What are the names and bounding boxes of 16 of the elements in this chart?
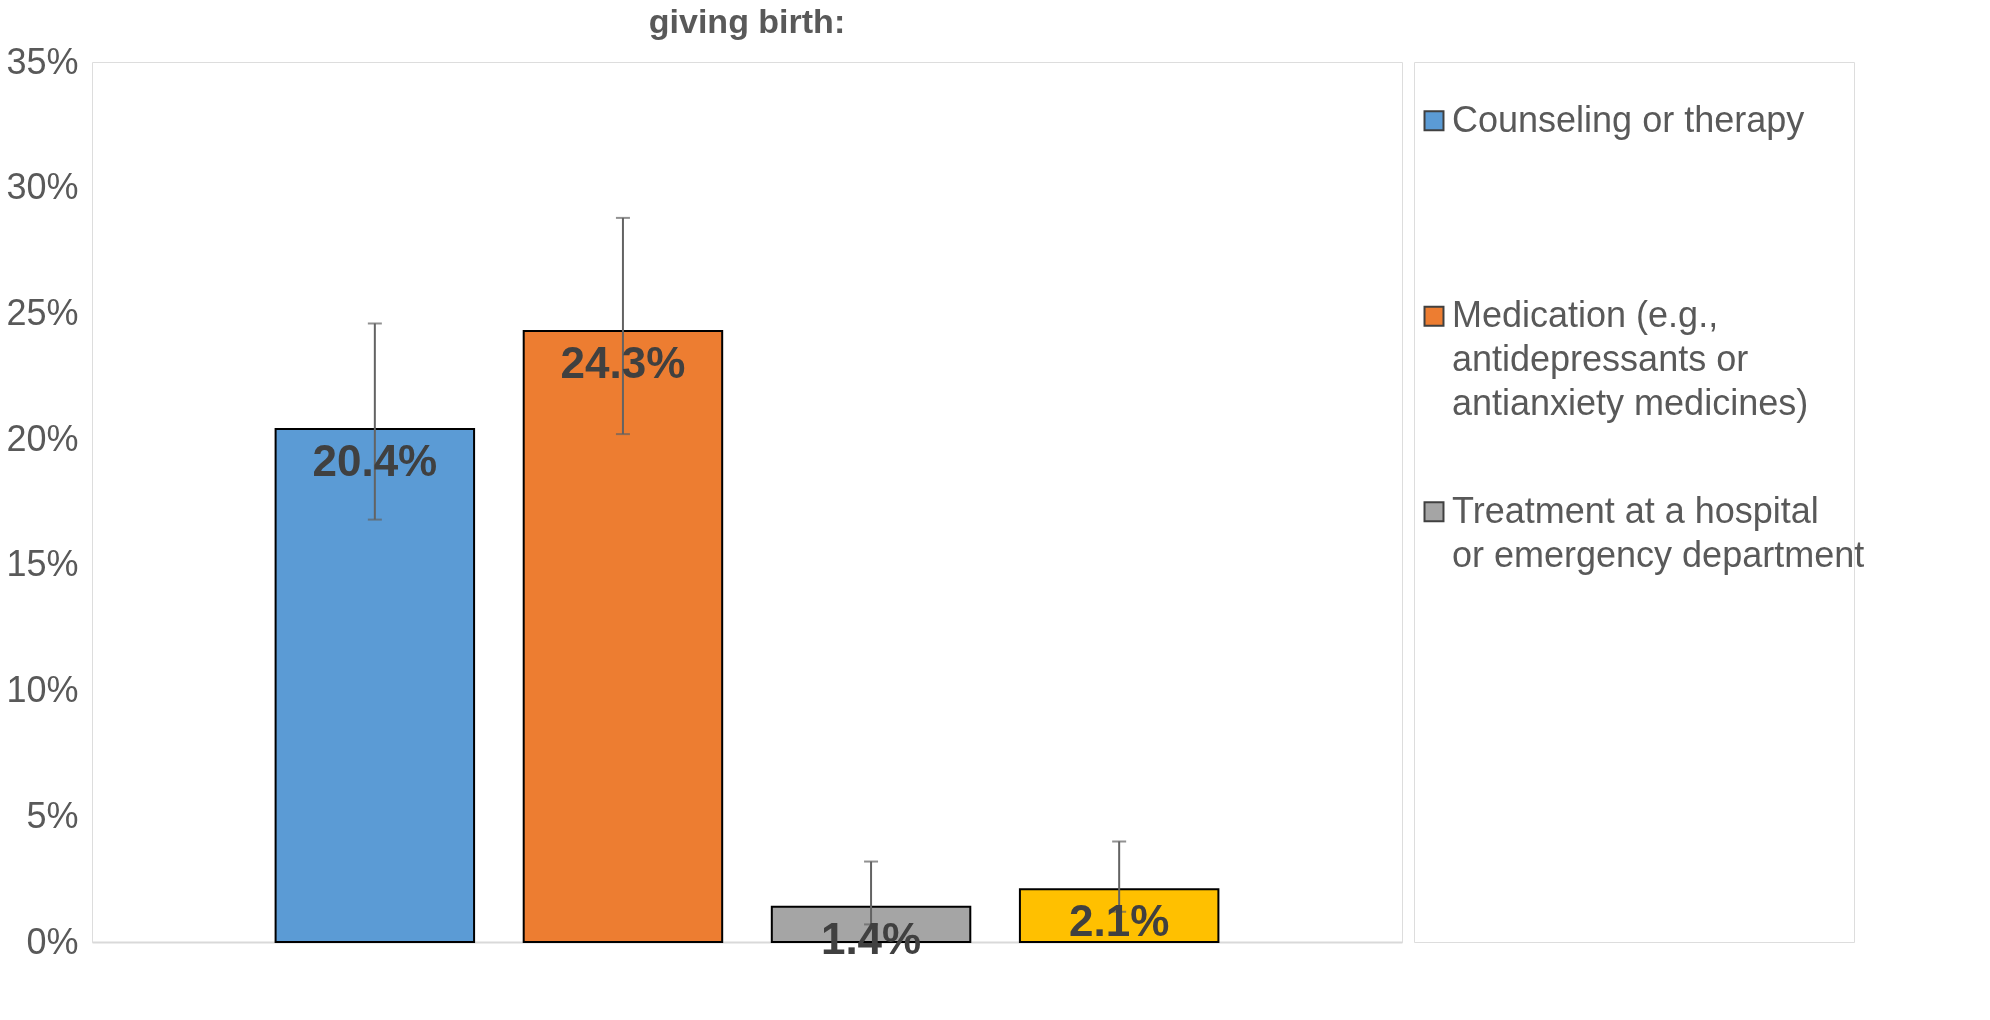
y-tick-label: 20% xyxy=(6,417,79,459)
y-tick-label: 10% xyxy=(6,669,79,711)
chart-title: giving birth: xyxy=(648,2,846,40)
y-tick-label: 0% xyxy=(26,920,79,962)
data-label: 2.1% xyxy=(1069,896,1170,946)
bar xyxy=(274,428,476,943)
y-tick-label: 25% xyxy=(6,291,79,333)
bar xyxy=(522,330,724,943)
y-tick-label: 15% xyxy=(6,543,79,585)
legend-label: Counseling or therapy xyxy=(1452,98,1805,140)
bar xyxy=(1018,888,1220,943)
y-tick-label: 5% xyxy=(26,794,79,836)
legend-label: Medication (e.g., antidepressants or antianxiety medicines) xyxy=(1452,294,1809,424)
y-tick-label: 35% xyxy=(6,40,79,82)
legend-label: Treatment at a hospital or emergency department xyxy=(1452,489,1865,575)
y-tick-label: 30% xyxy=(6,166,79,208)
